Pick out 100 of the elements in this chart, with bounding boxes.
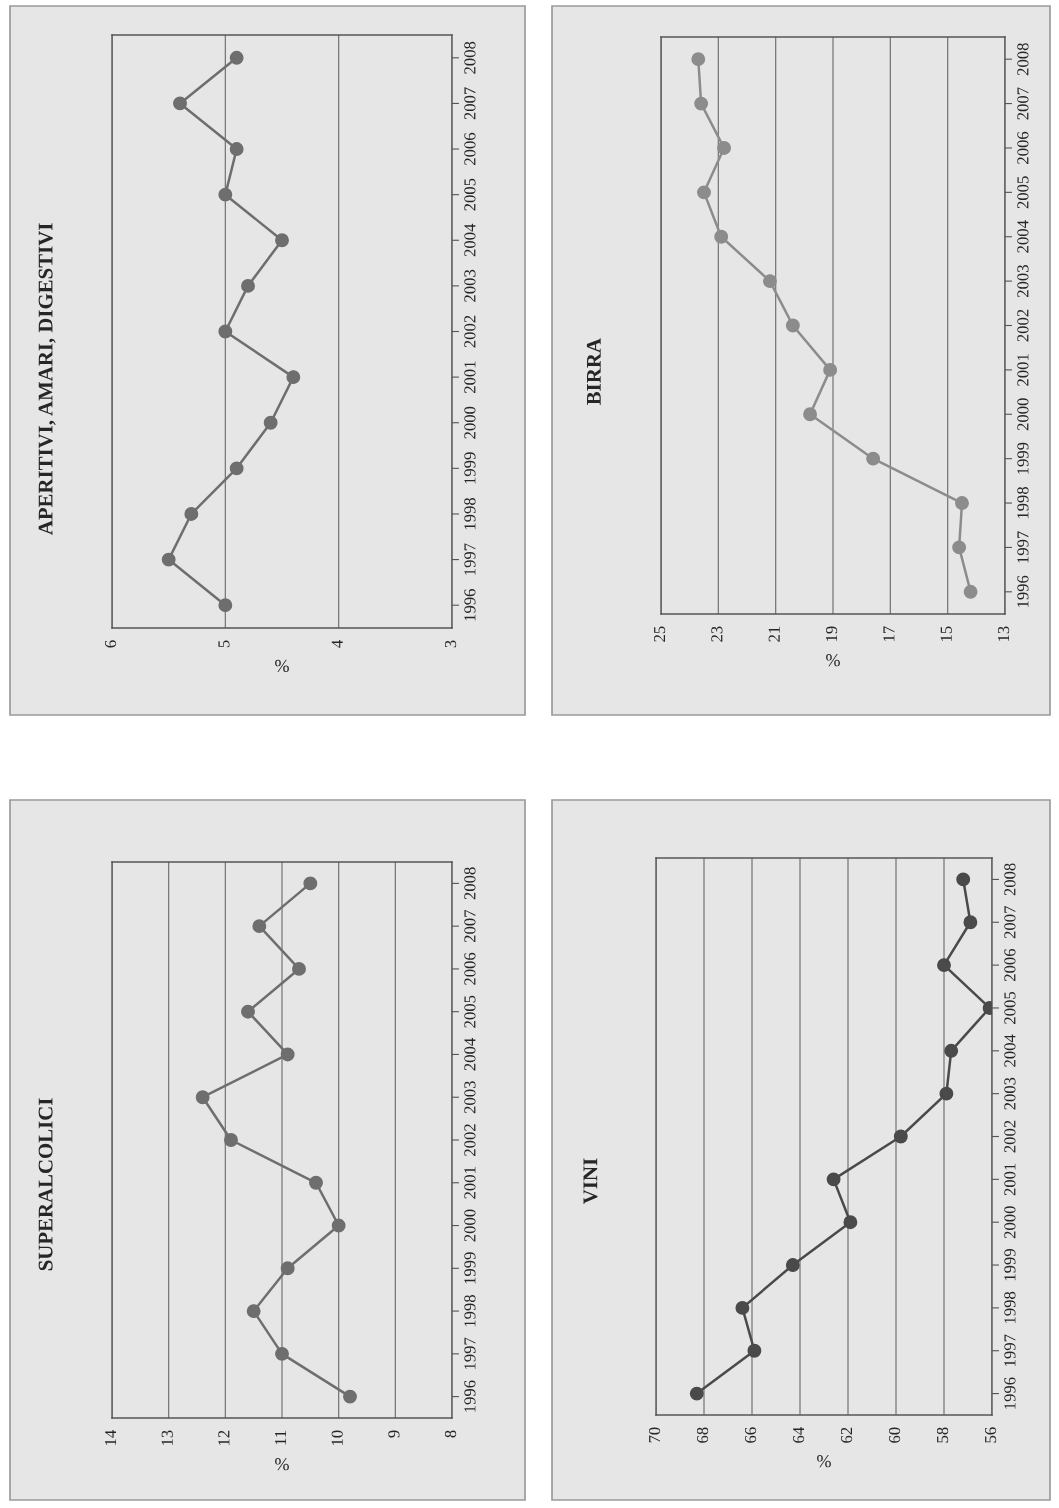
point: [843, 1215, 858, 1230]
point: [195, 1090, 210, 1105]
point: [229, 142, 244, 156]
point: [280, 1261, 295, 1276]
x-tick-label: 58: [936, 1427, 949, 1443]
point: [286, 370, 301, 385]
x-tick-label: 13: [997, 626, 1010, 642]
y-tick-label: 2004: [464, 223, 476, 257]
y-tick-label: 1998: [464, 497, 476, 530]
point: [331, 1218, 346, 1233]
x-tick-label: 14: [105, 1430, 117, 1446]
y-tick-label: 2007: [1004, 906, 1016, 939]
y-tick-label: 1997: [1004, 1334, 1016, 1366]
y-tick-label: 1998: [464, 1295, 476, 1327]
point: [955, 496, 969, 510]
x-tick-label: 9: [388, 1430, 400, 1438]
x-tick-label: 11: [275, 1430, 287, 1445]
x-axis-title: %: [817, 1455, 831, 1468]
text: BIRRA: [586, 338, 601, 405]
x-tick-label: 4: [331, 640, 343, 648]
point: [229, 461, 244, 476]
point: [785, 1258, 800, 1272]
x-tick-label: 12: [218, 1430, 230, 1446]
y-tick-label: 1999: [1017, 442, 1029, 474]
y-tick-label: 1996: [1004, 1377, 1016, 1409]
y-tick-label: 2003: [1004, 1077, 1016, 1110]
point: [866, 451, 881, 466]
x-tick-label: 17: [883, 626, 895, 642]
x-tick-label: 15: [940, 626, 952, 642]
point: [944, 1043, 959, 1058]
y-tick-label: 2005: [1004, 991, 1016, 1024]
y-tick-label: 2001: [464, 1167, 476, 1199]
y-tick-label: 2007: [464, 909, 476, 943]
y-tick-label: 2004: [464, 1038, 476, 1071]
point: [161, 552, 176, 567]
y-tick-label: 2003: [464, 1081, 476, 1114]
x-axis-title: %: [275, 1458, 289, 1471]
point: [823, 362, 838, 377]
x-tick-label: 62: [840, 1427, 853, 1443]
y-tick-label: 2001: [464, 361, 476, 394]
x-tick-label: 10: [331, 1430, 343, 1446]
point: [229, 50, 244, 65]
point: [826, 1172, 841, 1187]
y-tick-label: 2001: [1004, 1163, 1016, 1196]
x-tick-label: 25: [653, 626, 666, 642]
x-tick-label: 13: [161, 1430, 173, 1446]
point: [218, 598, 233, 613]
y-tick-label: 1996: [1017, 575, 1029, 608]
y-tick-label: 1996: [464, 1380, 476, 1412]
y-tick-label: 2000: [464, 406, 476, 439]
y-tick-label: 2002: [464, 315, 476, 348]
x-tick-label: 3: [444, 640, 457, 648]
y-tick-label: 2008: [464, 867, 476, 900]
x-tick-label: 68: [696, 1427, 709, 1443]
y-tick-label: 2008: [464, 41, 476, 74]
x-tick-label: 19: [825, 626, 838, 642]
y-tick-label: 1998: [1017, 487, 1029, 519]
x-tick-label: 21: [768, 626, 780, 642]
y-tick-label: 1998: [1004, 1291, 1016, 1324]
text: SUPERALCOLICI: [38, 1098, 53, 1271]
y-tick-label: 2007: [464, 87, 476, 120]
y-tick-label: 2004: [1004, 1034, 1016, 1067]
point: [218, 324, 233, 339]
point: [694, 96, 709, 111]
point: [747, 1343, 762, 1358]
y-tick-label: 1997: [464, 543, 476, 575]
y-tick-label: 1997: [464, 1337, 476, 1370]
y-tick-label: 1997: [1017, 531, 1029, 563]
point: [309, 1175, 323, 1190]
point: [218, 187, 233, 202]
y-tick-label: 2000: [1004, 1206, 1016, 1239]
text: APERITIVI, AMARI, DIGESTIVI: [38, 223, 56, 536]
y-tick-label: 1996: [464, 589, 476, 621]
point: [717, 141, 732, 155]
point: [803, 407, 818, 422]
y-tick-label: 2008: [1017, 43, 1029, 76]
x-axis-title: %: [275, 659, 289, 673]
x-tick-label: 8: [444, 1430, 457, 1438]
point: [246, 1304, 261, 1319]
y-tick-label: 2006: [464, 952, 476, 985]
point: [952, 540, 967, 555]
point: [263, 415, 278, 430]
y-tick-label: 2000: [1017, 398, 1029, 431]
point: [689, 1386, 704, 1401]
y-tick-label: 1999: [464, 452, 476, 484]
point: [697, 185, 711, 200]
point: [241, 1004, 255, 1019]
text: VINI: [583, 1158, 598, 1204]
point: [252, 919, 267, 934]
x-tick-label: 64: [792, 1427, 805, 1443]
point: [762, 274, 777, 289]
point: [735, 1300, 750, 1315]
y-tick-label: 2005: [464, 178, 476, 211]
y-tick-label: 2006: [1017, 131, 1029, 164]
y-tick-label: 2002: [1004, 1120, 1016, 1153]
point: [937, 958, 951, 973]
point: [241, 278, 255, 293]
y-tick-label: 2003: [1017, 265, 1029, 298]
y-tick-label: 2002: [1017, 309, 1029, 342]
y-tick-label: 2004: [1017, 220, 1029, 253]
